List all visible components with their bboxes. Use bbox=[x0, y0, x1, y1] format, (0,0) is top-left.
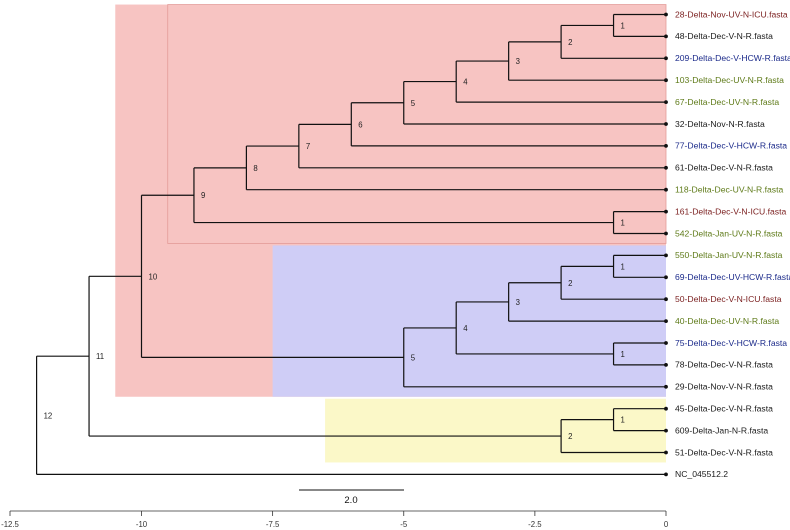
node-label: 1 bbox=[621, 21, 625, 30]
node-label: 8 bbox=[253, 164, 257, 173]
leaf-label: 67-Delta-Dec-UV-N-R.fasta bbox=[675, 97, 779, 107]
node-label: 6 bbox=[358, 120, 362, 129]
leaf-label: 28-Delta-Nov-UV-N-ICU.fasta bbox=[675, 9, 788, 19]
leaf-label: 29-Delta-Nov-V-N-R.fasta bbox=[675, 382, 773, 392]
leaf-label: 103-Delta-Dec-UV-N-R.fasta bbox=[675, 75, 784, 85]
clade-highlight-regions bbox=[115, 4, 667, 463]
leaf-label: NC_045512.2 bbox=[675, 469, 728, 479]
tip-point bbox=[664, 319, 668, 323]
node-label: 3 bbox=[516, 298, 520, 307]
node-label: 4 bbox=[463, 78, 468, 87]
leaf-label: 48-Delta-Dec-V-N-R.fasta bbox=[675, 31, 773, 41]
leaf-label: 69-Delta-Dec-UV-HCW-R.fasta bbox=[675, 272, 790, 282]
x-axis: -12.5 -10 -7.5 -5 -2.5 0 bbox=[1, 510, 669, 529]
node-label: 1 bbox=[621, 350, 625, 359]
tip-point bbox=[664, 384, 668, 389]
node-label: 9 bbox=[201, 191, 205, 200]
tip-point bbox=[664, 122, 668, 126]
scale-bar-label: 2.0 bbox=[344, 495, 357, 506]
axis-tick-label: -7.5 bbox=[266, 520, 280, 529]
leaf-label: 78-Delta-Dec-V-N-R.fasta bbox=[675, 360, 773, 370]
leaf-label: 75-Delta-Dec-V-HCW-R.fasta bbox=[675, 338, 787, 348]
node-label: 3 bbox=[516, 57, 520, 66]
tip-points bbox=[664, 12, 668, 477]
leaf-label: 542-Delta-Jan-UV-N-R.fasta bbox=[675, 228, 783, 238]
axis-tick-label: -10 bbox=[136, 520, 148, 529]
tip-point bbox=[664, 34, 668, 39]
leaf-label: 209-Delta-Dec-V-HCW-R.fasta bbox=[675, 53, 790, 63]
node-label: 1 bbox=[621, 262, 625, 271]
leaf-label: 77-Delta-Dec-V-HCW-R.fasta bbox=[675, 141, 787, 151]
tip-point bbox=[664, 56, 668, 61]
tip-point bbox=[664, 100, 668, 104]
tip-point bbox=[664, 297, 668, 302]
tip-point bbox=[664, 472, 668, 477]
tip-point bbox=[664, 341, 668, 345]
tip-point bbox=[664, 78, 668, 83]
node-label: 10 bbox=[149, 272, 158, 281]
tip-point bbox=[664, 12, 668, 17]
node-label: 1 bbox=[621, 416, 625, 425]
axis-tick-label: 0 bbox=[664, 520, 669, 529]
leaf-label: 161-Delta-Dec-V-N-ICU.fasta bbox=[675, 206, 786, 216]
tip-point bbox=[664, 450, 668, 455]
clade-region-yellow bbox=[325, 398, 666, 463]
axis-tick-label: -12.5 bbox=[1, 520, 19, 529]
tip-point bbox=[664, 406, 668, 411]
leaf-label: 118-Delta-Dec-UV-N-R.fasta bbox=[675, 184, 783, 194]
node-label: 2 bbox=[568, 38, 572, 47]
tip-point bbox=[664, 187, 668, 192]
tip-point bbox=[664, 363, 668, 367]
leaf-label: 61-Delta-Dec-V-N-R.fasta bbox=[675, 163, 773, 173]
axis-tick-label: -2.5 bbox=[528, 520, 542, 529]
tip-point bbox=[664, 165, 668, 170]
node-label: 11 bbox=[96, 352, 104, 361]
node-label: 5 bbox=[411, 353, 416, 362]
node-label: 12 bbox=[44, 411, 53, 420]
leaf-label: 40-Delta-Dec-UV-N-R.fasta bbox=[675, 316, 779, 326]
leaf-labels: 28-Delta-Nov-UV-N-ICU.fasta 48-Delta-Dec-… bbox=[675, 9, 790, 479]
tip-point bbox=[664, 275, 668, 280]
axis-tick-label: -5 bbox=[400, 520, 408, 529]
node-label: 7 bbox=[306, 142, 310, 151]
tip-point bbox=[664, 209, 668, 214]
tip-point bbox=[664, 253, 668, 258]
node-label: 1 bbox=[621, 219, 625, 228]
tip-point bbox=[664, 428, 668, 433]
tree-branches bbox=[35, 13, 666, 475]
leaf-label: 51-Delta-Dec-V-N-R.fasta bbox=[675, 447, 773, 457]
leaf-label: 45-Delta-Dec-V-N-R.fasta bbox=[675, 403, 773, 413]
leaf-label: 50-Delta-Dec-V-N-ICU.fasta bbox=[675, 294, 782, 304]
tip-point bbox=[664, 144, 668, 148]
scale-bar: 2.0 bbox=[299, 489, 404, 506]
node-label: 5 bbox=[411, 99, 416, 108]
leaf-label: 609-Delta-Jan-N-R.fasta bbox=[675, 425, 768, 435]
tip-point bbox=[664, 231, 668, 236]
leaf-label: 32-Delta-Nov-N-R.fasta bbox=[675, 119, 765, 129]
leaf-label: 550-Delta-Jan-UV-N-R.fasta bbox=[675, 250, 783, 260]
node-label: 2 bbox=[568, 279, 572, 288]
node-label: 2 bbox=[568, 432, 572, 441]
node-label: 4 bbox=[463, 324, 468, 333]
